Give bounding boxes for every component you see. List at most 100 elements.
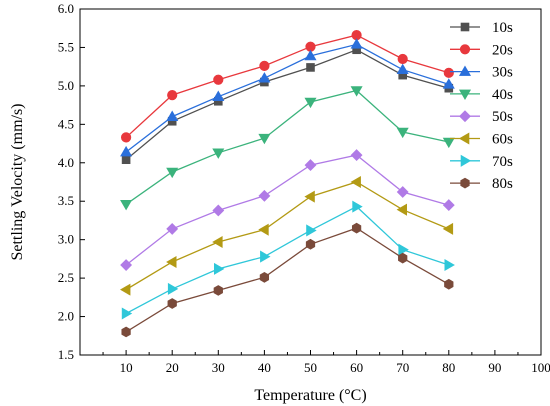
data-point — [258, 72, 271, 83]
data-point — [212, 235, 223, 248]
data-point — [212, 148, 225, 159]
data-point — [304, 49, 317, 61]
data-point — [259, 60, 270, 71]
x-tick-label: 10 — [120, 360, 133, 375]
data-point — [166, 167, 179, 179]
data-point — [121, 307, 133, 320]
series-50s — [120, 149, 455, 271]
data-point — [120, 132, 132, 143]
data-point — [351, 222, 362, 234]
plot-frame — [79, 8, 542, 356]
data-point — [350, 175, 361, 189]
data-point — [444, 278, 454, 290]
data-point — [350, 38, 363, 49]
legend-marker — [460, 177, 470, 189]
data-point — [120, 259, 133, 271]
series-group — [120, 30, 455, 338]
data-point — [214, 262, 225, 275]
x-tick-label: 50 — [304, 360, 317, 375]
data-point — [121, 326, 131, 338]
data-point — [306, 224, 317, 237]
y-tick-label: 3.5 — [58, 193, 74, 208]
data-point — [442, 199, 455, 211]
x-tick-label: 60 — [350, 360, 363, 375]
series-60s — [120, 175, 454, 296]
series-40s — [120, 86, 455, 211]
legend-item: 10s — [450, 20, 513, 36]
legend-marker — [460, 154, 472, 167]
y-tick-label: 2.0 — [58, 309, 74, 324]
data-point — [258, 223, 269, 236]
x-tick-label: 40 — [258, 360, 271, 375]
data-point — [442, 78, 455, 89]
data-point — [120, 145, 133, 157]
data-point — [213, 74, 224, 85]
legend-label: 10s — [492, 20, 513, 36]
data-point — [350, 86, 363, 97]
legend-label: 40s — [492, 87, 513, 103]
y-tick-label: 5.5 — [58, 39, 74, 54]
series-line — [125, 49, 449, 161]
y-tick-label: 4.0 — [58, 155, 74, 170]
legend-label: 70s — [492, 154, 513, 170]
x-tick-label: 20 — [166, 360, 179, 375]
y-tick-label: 4.5 — [58, 116, 74, 131]
legend-item: 50s — [450, 109, 513, 125]
y-axis-title: Settling Velocity (mm/s) — [9, 103, 26, 260]
data-point — [396, 203, 408, 216]
data-point — [212, 90, 225, 101]
data-point — [121, 155, 131, 165]
legend-marker — [460, 22, 470, 32]
x-tick-label: 90 — [488, 360, 501, 375]
legend-item: 40s — [450, 87, 513, 103]
y-tick-label: 3.0 — [58, 232, 74, 247]
legend-item: 60s — [450, 132, 513, 148]
data-point — [212, 204, 225, 217]
legend-marker — [458, 89, 472, 100]
x-axis-title: Temperature (°C) — [254, 387, 366, 404]
data-point — [398, 252, 408, 264]
series-line — [125, 154, 449, 266]
legend-marker — [458, 65, 472, 76]
data-point — [305, 238, 316, 250]
series-line — [125, 227, 450, 333]
series-80s — [121, 222, 454, 338]
legend-item: 70s — [450, 154, 513, 170]
data-point — [396, 186, 409, 198]
legend-label: 60s — [492, 132, 513, 148]
plot-area — [79, 8, 542, 356]
series-line — [125, 89, 449, 205]
data-point — [304, 190, 315, 203]
legend-item: 20s — [450, 42, 513, 58]
legend-label: 20s — [492, 42, 513, 58]
legend-item: 80s — [450, 176, 513, 192]
x-tick-label: 70 — [396, 360, 409, 375]
y-tick-label: 1.5 — [58, 347, 74, 362]
x-tick-label: 30 — [212, 360, 225, 375]
y-tick-label: 6.0 — [58, 1, 74, 16]
y-tick-label: 2.5 — [58, 270, 74, 285]
data-point — [167, 298, 177, 309]
data-point — [166, 110, 179, 121]
data-point — [443, 67, 454, 78]
data-point — [397, 53, 408, 65]
x-tick-label: 100 — [531, 360, 550, 375]
data-point — [166, 255, 177, 268]
legend-label: 80s — [492, 176, 513, 192]
data-point — [442, 137, 455, 149]
data-point — [258, 189, 271, 202]
data-point — [213, 285, 223, 296]
data-point — [306, 63, 315, 72]
legend-marker — [459, 44, 471, 55]
legend-label: 50s — [492, 109, 513, 125]
series-70s — [121, 200, 455, 320]
data-point — [444, 259, 455, 272]
series-line — [125, 181, 450, 291]
data-point — [398, 243, 409, 256]
legend-marker — [459, 110, 471, 123]
legend-label: 30s — [492, 65, 513, 81]
data-point — [352, 200, 363, 213]
data-point — [120, 283, 131, 296]
legend: 10s 20s 30s 40s 50s 60s 70s 80s — [450, 20, 513, 192]
